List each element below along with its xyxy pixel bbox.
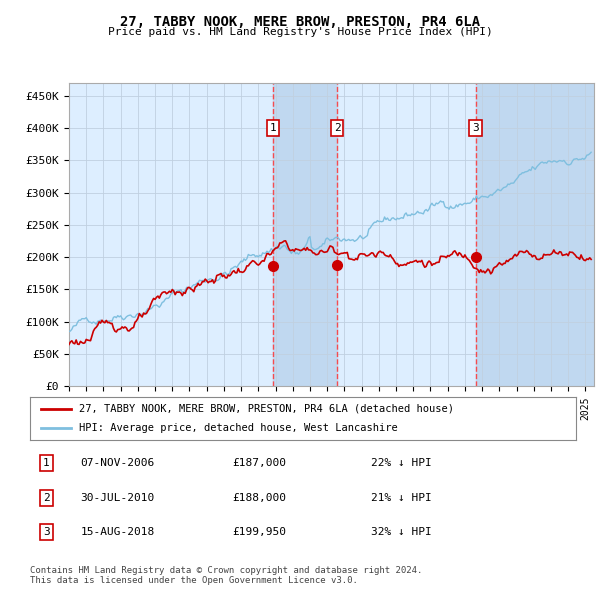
Text: £187,000: £187,000 bbox=[232, 458, 286, 468]
Text: 32% ↓ HPI: 32% ↓ HPI bbox=[371, 527, 431, 537]
Text: 22% ↓ HPI: 22% ↓ HPI bbox=[371, 458, 431, 468]
Text: Contains HM Land Registry data © Crown copyright and database right 2024.
This d: Contains HM Land Registry data © Crown c… bbox=[30, 566, 422, 585]
Text: 2: 2 bbox=[334, 123, 341, 133]
Text: 27, TABBY NOOK, MERE BROW, PRESTON, PR4 6LA (detached house): 27, TABBY NOOK, MERE BROW, PRESTON, PR4 … bbox=[79, 404, 454, 414]
Text: 2: 2 bbox=[43, 493, 50, 503]
Text: £199,950: £199,950 bbox=[232, 527, 286, 537]
Text: 27, TABBY NOOK, MERE BROW, PRESTON, PR4 6LA: 27, TABBY NOOK, MERE BROW, PRESTON, PR4 … bbox=[120, 15, 480, 30]
Text: 30-JUL-2010: 30-JUL-2010 bbox=[80, 493, 154, 503]
Text: £188,000: £188,000 bbox=[232, 493, 286, 503]
Text: 1: 1 bbox=[270, 123, 277, 133]
Text: 3: 3 bbox=[43, 527, 50, 537]
Text: Price paid vs. HM Land Registry's House Price Index (HPI): Price paid vs. HM Land Registry's House … bbox=[107, 27, 493, 37]
Text: 07-NOV-2006: 07-NOV-2006 bbox=[80, 458, 154, 468]
Text: 3: 3 bbox=[472, 123, 479, 133]
Bar bbox=[273, 83, 337, 386]
Text: 21% ↓ HPI: 21% ↓ HPI bbox=[371, 493, 431, 503]
Bar bbox=[476, 83, 594, 386]
Text: 15-AUG-2018: 15-AUG-2018 bbox=[80, 527, 154, 537]
Text: 1: 1 bbox=[43, 458, 50, 468]
Text: HPI: Average price, detached house, West Lancashire: HPI: Average price, detached house, West… bbox=[79, 423, 398, 433]
